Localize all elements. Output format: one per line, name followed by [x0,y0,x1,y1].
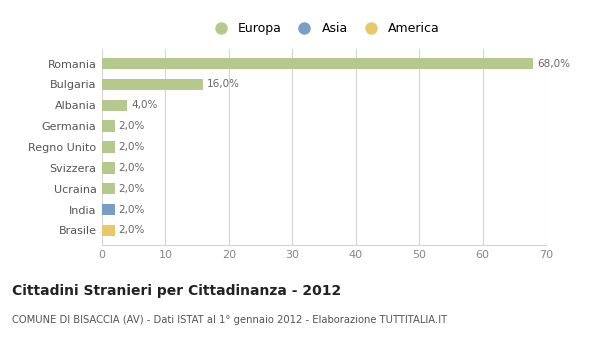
Bar [102,141,115,153]
Text: 2,0%: 2,0% [118,142,145,152]
Text: 2,0%: 2,0% [118,121,145,131]
Bar [102,204,115,215]
Text: 2,0%: 2,0% [118,184,145,194]
Bar [102,120,115,132]
Bar [102,100,127,111]
Text: 4,0%: 4,0% [131,100,158,110]
Bar [102,58,533,69]
Bar [102,183,115,194]
Text: Cittadini Stranieri per Cittadinanza - 2012: Cittadini Stranieri per Cittadinanza - 2… [12,284,341,298]
Legend: Europa, Asia, America: Europa, Asia, America [206,20,442,38]
Bar [102,162,115,174]
Text: COMUNE DI BISACCIA (AV) - Dati ISTAT al 1° gennaio 2012 - Elaborazione TUTTITALI: COMUNE DI BISACCIA (AV) - Dati ISTAT al … [12,315,447,325]
Text: 2,0%: 2,0% [118,225,145,235]
Text: 2,0%: 2,0% [118,204,145,215]
Bar [102,225,115,236]
Bar [102,79,203,90]
Text: 2,0%: 2,0% [118,163,145,173]
Text: 68,0%: 68,0% [537,59,570,69]
Text: 16,0%: 16,0% [207,79,240,90]
